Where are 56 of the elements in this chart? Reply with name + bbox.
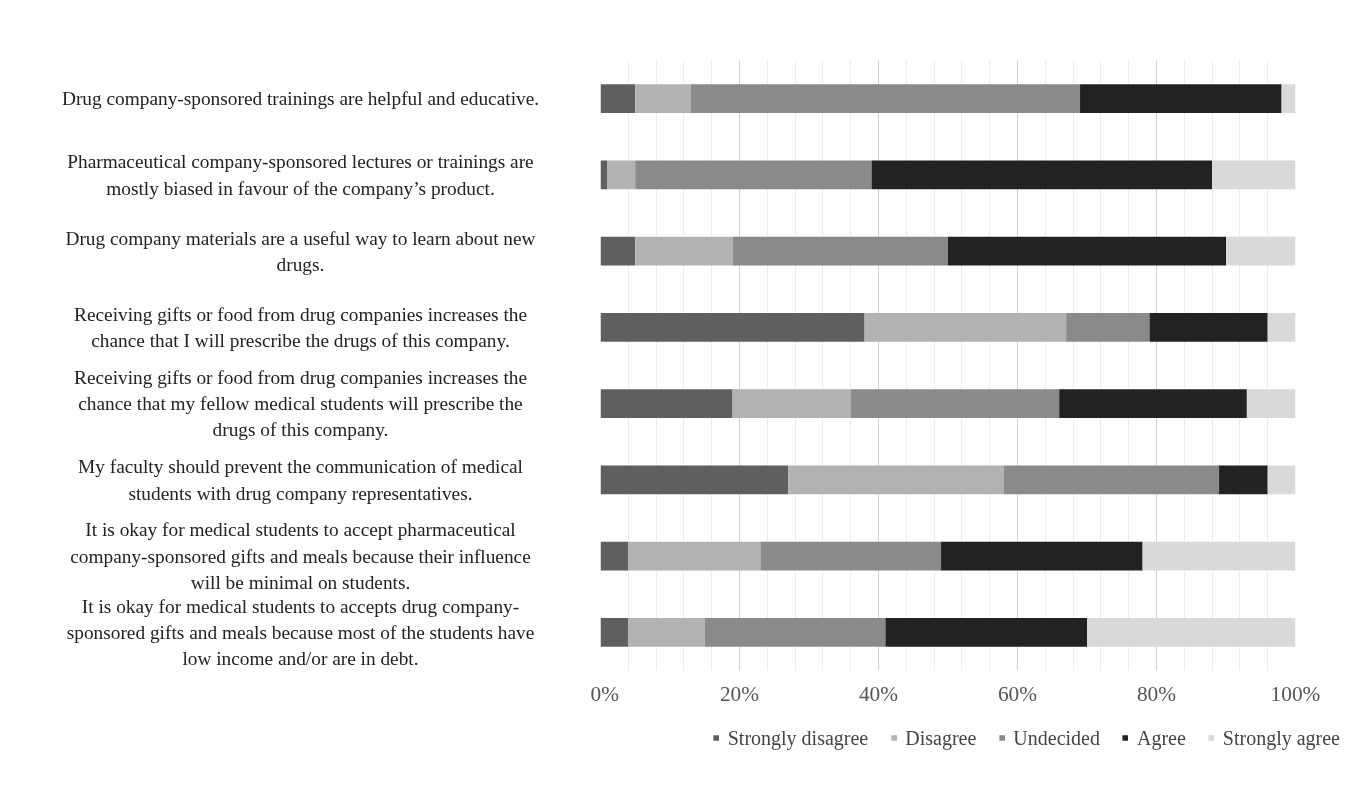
y-tick-label: Drug company materials are a useful way to learn about new drugs. <box>65 227 536 275</box>
x-tick-label: 60% <box>997 681 1038 706</box>
bar <box>600 236 636 266</box>
bar <box>948 236 1226 266</box>
bar <box>628 541 761 571</box>
bar <box>600 617 629 647</box>
bar <box>1149 312 1268 342</box>
y-tick-label: Receiving gifts or food from drug companies increases the chance that my fellow medical students will prescribe the drugs of this company. <box>74 366 528 441</box>
y-tick-label: Drug company-sponsored trainings are helpful and educative. <box>61 88 540 110</box>
legend-label: Agree <box>1136 726 1186 749</box>
bar <box>1003 465 1220 495</box>
y-tick-label: Receiving gifts or food from drug companies increases the chance that I will prescribe the drugs of this company. <box>74 303 528 351</box>
bar <box>600 465 789 495</box>
bar <box>1212 160 1296 190</box>
bar <box>600 312 865 342</box>
bar <box>690 84 1081 114</box>
bar <box>732 389 851 419</box>
x-tick-label: 80% <box>1136 681 1177 706</box>
bar <box>885 617 1087 647</box>
bar <box>635 160 872 190</box>
bar <box>1246 389 1296 419</box>
bar <box>850 389 1060 419</box>
legend-label: Disagree <box>905 726 977 749</box>
bar <box>1281 84 1296 114</box>
legend-label: Strongly agree <box>1222 726 1340 749</box>
bar <box>704 617 886 647</box>
x-tick-label: 0% <box>590 681 620 706</box>
bar <box>941 541 1143 571</box>
bar <box>600 84 636 114</box>
bar <box>607 160 636 190</box>
y-tick-label: My faculty should prevent the communication of medical students with drug company representatives. <box>78 456 523 504</box>
bar <box>871 160 1213 190</box>
bar <box>1059 389 1247 419</box>
bar <box>864 312 1067 342</box>
y-tick-label: It is okay for medical students to accepts drug company-sponsored gifts and meals because most of the students have low income and/or are in debt. <box>66 595 535 670</box>
x-tick-label: 40% <box>858 681 899 706</box>
legend-label: Strongly disagree <box>727 726 869 749</box>
bar <box>1219 465 1268 495</box>
bar <box>628 617 705 647</box>
bar <box>788 465 1004 495</box>
bar <box>1267 312 1296 342</box>
y-tick-label: It is okay for medical students to accept pharmaceutical company-sponsored gifts and meals because their influence will be minimal on students. <box>70 519 531 593</box>
legend-label: Undecided <box>1013 726 1100 749</box>
x-tick-label: 100% <box>1270 681 1321 706</box>
x-tick-label: 20% <box>719 681 760 706</box>
bar <box>635 84 691 114</box>
bar <box>1080 84 1282 114</box>
bar <box>600 541 629 571</box>
bar <box>1267 465 1296 495</box>
bar <box>635 236 733 266</box>
bar <box>732 236 948 266</box>
bar <box>1066 312 1150 342</box>
bar <box>600 389 733 419</box>
bar <box>760 541 942 571</box>
y-tick-label: Pharmaceutical company-sponsored lectures or trainings are mostly biased in favour of the company’s product. <box>67 151 534 199</box>
bar <box>1226 236 1296 266</box>
